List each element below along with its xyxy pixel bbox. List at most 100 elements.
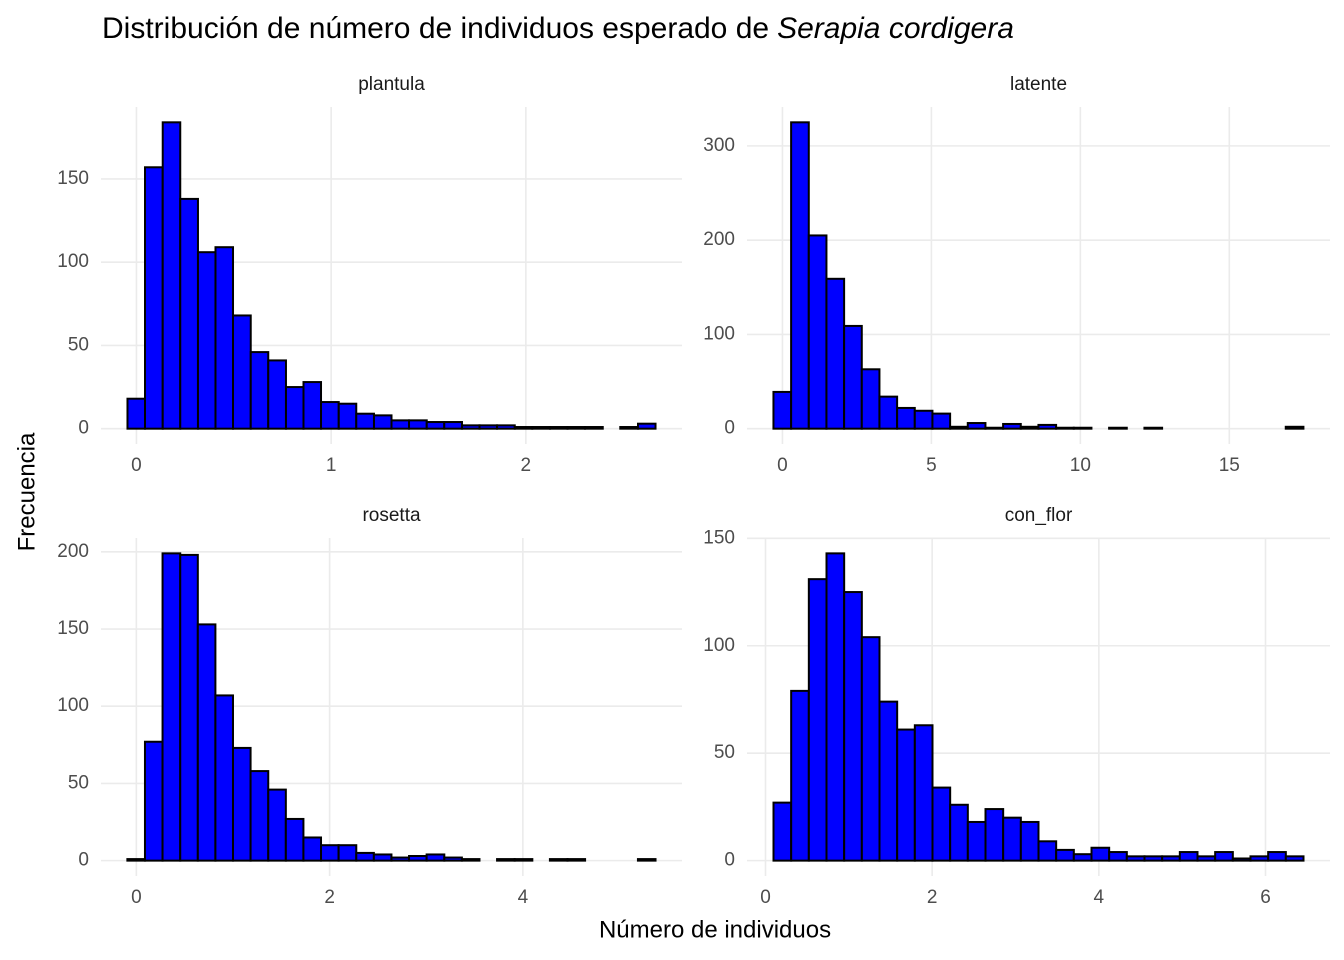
histogram-bar — [1284, 425, 1305, 430]
histogram-bar — [302, 381, 323, 430]
histogram-bar — [860, 368, 881, 430]
histogram-bar — [1178, 851, 1199, 862]
histogram-bar — [949, 425, 969, 430]
histogram-bar — [1055, 848, 1075, 862]
histogram-bar — [372, 853, 393, 862]
x-tick-label: 0 — [760, 887, 771, 908]
chart-title: Distribución de número de individuos esp… — [102, 12, 1014, 45]
histogram-bar — [1249, 855, 1270, 862]
histogram-bar — [214, 694, 234, 862]
histogram-bar — [931, 412, 952, 430]
panel-title: rosetta — [362, 505, 421, 526]
histogram-bar — [1037, 840, 1058, 862]
y-tick-label: 100 — [703, 323, 735, 344]
x-tick-label: 15 — [1219, 455, 1240, 476]
histogram-bar — [337, 402, 358, 430]
histogram-bar — [144, 166, 164, 430]
histogram-bar — [355, 412, 375, 430]
histogram-bar — [284, 817, 305, 862]
histogram-bar — [1196, 855, 1217, 862]
histogram-bar — [790, 121, 810, 430]
histogram-bar — [636, 858, 657, 862]
histogram-bar — [548, 858, 569, 862]
y-tick-label: 0 — [78, 850, 89, 871]
panel-title: latente — [1010, 74, 1067, 95]
histogram-bar — [355, 851, 375, 862]
histogram-bar — [913, 724, 934, 862]
histogram-bar — [1090, 846, 1111, 862]
histogram-bar — [179, 553, 199, 862]
x-tick-label: 0 — [131, 887, 142, 908]
histogram-bar — [513, 426, 534, 430]
histogram-bar — [267, 359, 287, 430]
y-tick-label: 100 — [703, 635, 735, 656]
histogram-bar — [232, 314, 252, 430]
histogram-bar — [548, 426, 569, 430]
histogram-bar — [126, 397, 147, 430]
histogram-bar — [1284, 855, 1305, 862]
histogram-bar — [896, 728, 916, 862]
x-tick-label: 2 — [324, 887, 335, 908]
histogram-bar — [214, 246, 235, 430]
histogram-bar — [425, 421, 446, 430]
histogram-bar — [179, 197, 199, 430]
histogram-bar — [807, 234, 828, 430]
histogram-bar — [460, 858, 481, 862]
y-tick-label: 50 — [714, 742, 735, 763]
histogram-bar — [408, 855, 428, 862]
histogram-bar — [302, 836, 323, 862]
histogram-bar — [1125, 855, 1146, 862]
x-tick-label: 5 — [926, 455, 937, 476]
histogram-bar — [1231, 857, 1252, 862]
histogram-bar — [772, 801, 793, 862]
histogram-bar — [443, 421, 463, 430]
x-tick-label: 0 — [777, 455, 788, 476]
histogram-bar — [337, 844, 358, 862]
x-tick-label: 2 — [927, 887, 938, 908]
y-tick-label: 300 — [703, 135, 735, 156]
histogram-bar — [1108, 426, 1128, 430]
histogram-bar — [196, 623, 217, 862]
histogram-bar — [636, 422, 657, 430]
histogram-bar — [425, 853, 446, 862]
histogram-bar — [1072, 853, 1093, 862]
histogram-bar — [825, 552, 846, 862]
y-tick-label: 150 — [57, 618, 89, 639]
histogram-bar — [984, 426, 1005, 430]
y-tick-label: 50 — [68, 772, 89, 793]
histogram-bar — [1055, 426, 1075, 430]
x-tick-label: 2 — [521, 455, 532, 476]
histogram-bar — [531, 426, 551, 430]
histogram-bar — [1002, 422, 1022, 430]
histogram-bar — [566, 858, 587, 862]
histogram-bar — [161, 552, 182, 862]
histogram-bar — [267, 788, 287, 862]
x-tick-label: 1 — [326, 455, 337, 476]
x-tick-label: 6 — [1260, 887, 1271, 908]
histogram-bar — [320, 844, 340, 862]
histogram-bar — [931, 786, 952, 862]
histogram-bar — [1143, 855, 1164, 862]
histogram-bar — [460, 424, 481, 430]
histogram-bar — [1267, 851, 1287, 862]
y-tick-label: 200 — [57, 541, 89, 562]
histogram-bar — [496, 424, 516, 430]
histogram-bar — [1072, 426, 1093, 430]
panel-title: plantula — [358, 74, 425, 95]
panel: latente 0 100 200 300 0 5 10 15 — [703, 74, 1330, 476]
histogram-bar — [566, 426, 587, 430]
histogram-bar — [1037, 423, 1058, 430]
y-tick-label: 0 — [724, 850, 735, 871]
histogram-bar — [807, 578, 828, 862]
histogram-bar — [249, 351, 270, 430]
y-tick-label: 100 — [57, 695, 89, 716]
histogram-bar — [143, 740, 164, 862]
histogram-bar — [772, 390, 793, 430]
histogram-bar — [1161, 855, 1181, 862]
histogram-bar — [284, 386, 305, 430]
histogram-bar — [966, 820, 987, 862]
y-tick-label: 50 — [68, 334, 89, 355]
histogram-bar — [896, 406, 916, 430]
histogram-bar — [1019, 425, 1040, 430]
